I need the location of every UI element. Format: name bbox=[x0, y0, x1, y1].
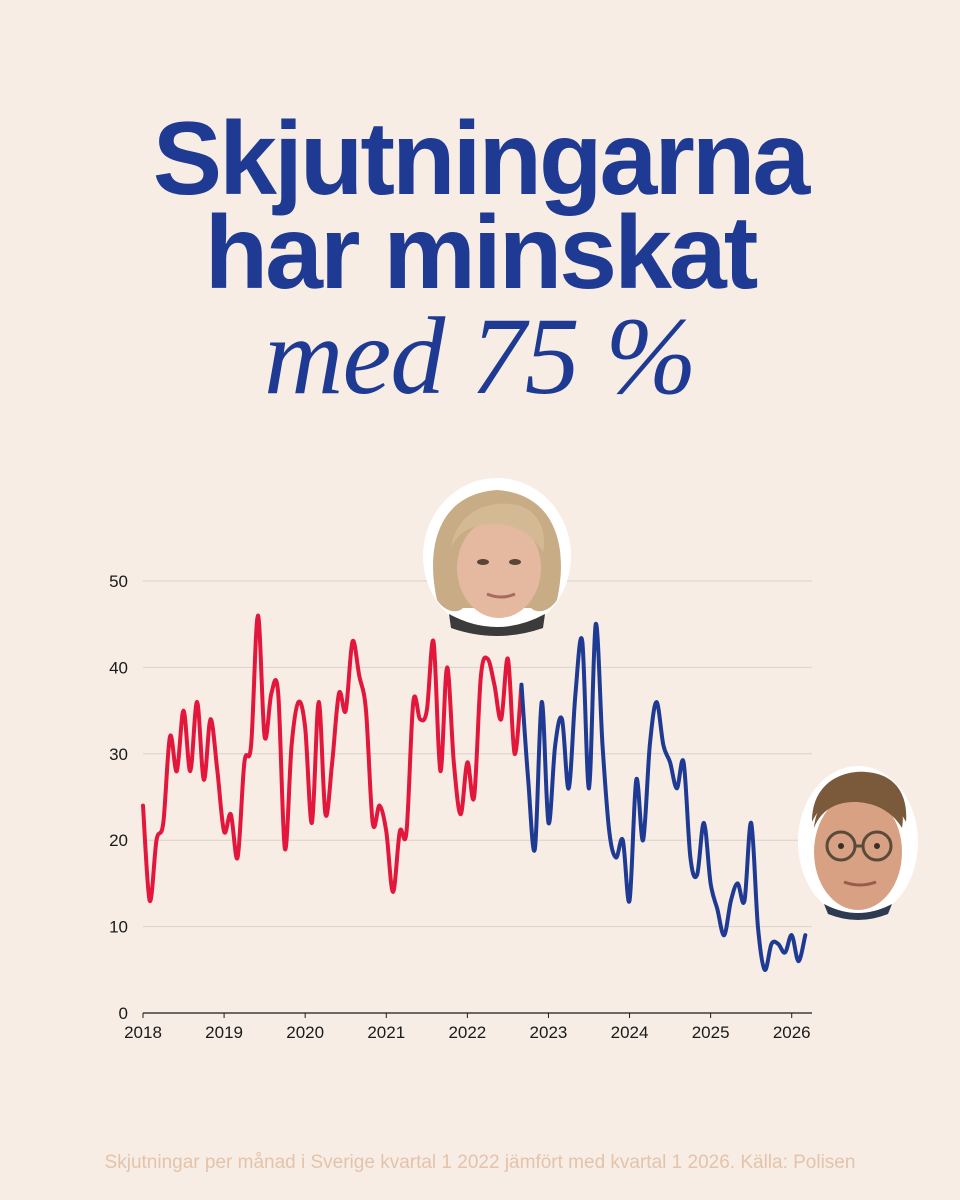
y-axis-ticks: 0 10 20 30 40 50 bbox=[109, 572, 128, 1023]
x-tick-label: 2020 bbox=[286, 1023, 324, 1042]
series-line-blue bbox=[519, 622, 808, 972]
y-tick-label: 10 bbox=[109, 918, 128, 937]
x-axis-ticks: 2018 2019 2020 2021 2022 2023 2024 2025 2026 bbox=[124, 1013, 811, 1042]
x-tick-label: 2025 bbox=[692, 1023, 730, 1042]
x-tick-label: 2022 bbox=[448, 1023, 486, 1042]
y-tick-label: 30 bbox=[109, 745, 128, 764]
x-tick-label: 2024 bbox=[611, 1023, 649, 1042]
x-tick-label: 2021 bbox=[367, 1023, 405, 1042]
chart-series bbox=[141, 613, 808, 972]
y-tick-label: 20 bbox=[109, 831, 128, 850]
headline-line-1: Skjutningarna bbox=[152, 101, 810, 217]
headline-line-2: har minskat bbox=[204, 195, 759, 311]
portrait-right bbox=[798, 766, 918, 920]
x-tick-label: 2026 bbox=[773, 1023, 811, 1042]
series-line-red bbox=[141, 613, 524, 903]
x-tick-label: 2019 bbox=[205, 1023, 243, 1042]
y-tick-label: 50 bbox=[109, 572, 128, 591]
chart-caption: Skjutningar per månad i Sverige kvartal … bbox=[104, 1152, 856, 1173]
y-tick-label: 0 bbox=[119, 1004, 128, 1023]
x-tick-label: 2018 bbox=[124, 1023, 162, 1042]
headline: Skjutningarna har minskat med 75 % bbox=[0, 101, 960, 417]
x-tick-label: 2023 bbox=[530, 1023, 568, 1042]
headline-line-3: med 75 % bbox=[264, 295, 697, 417]
y-tick-label: 40 bbox=[109, 658, 128, 677]
portrait-left bbox=[423, 478, 571, 636]
